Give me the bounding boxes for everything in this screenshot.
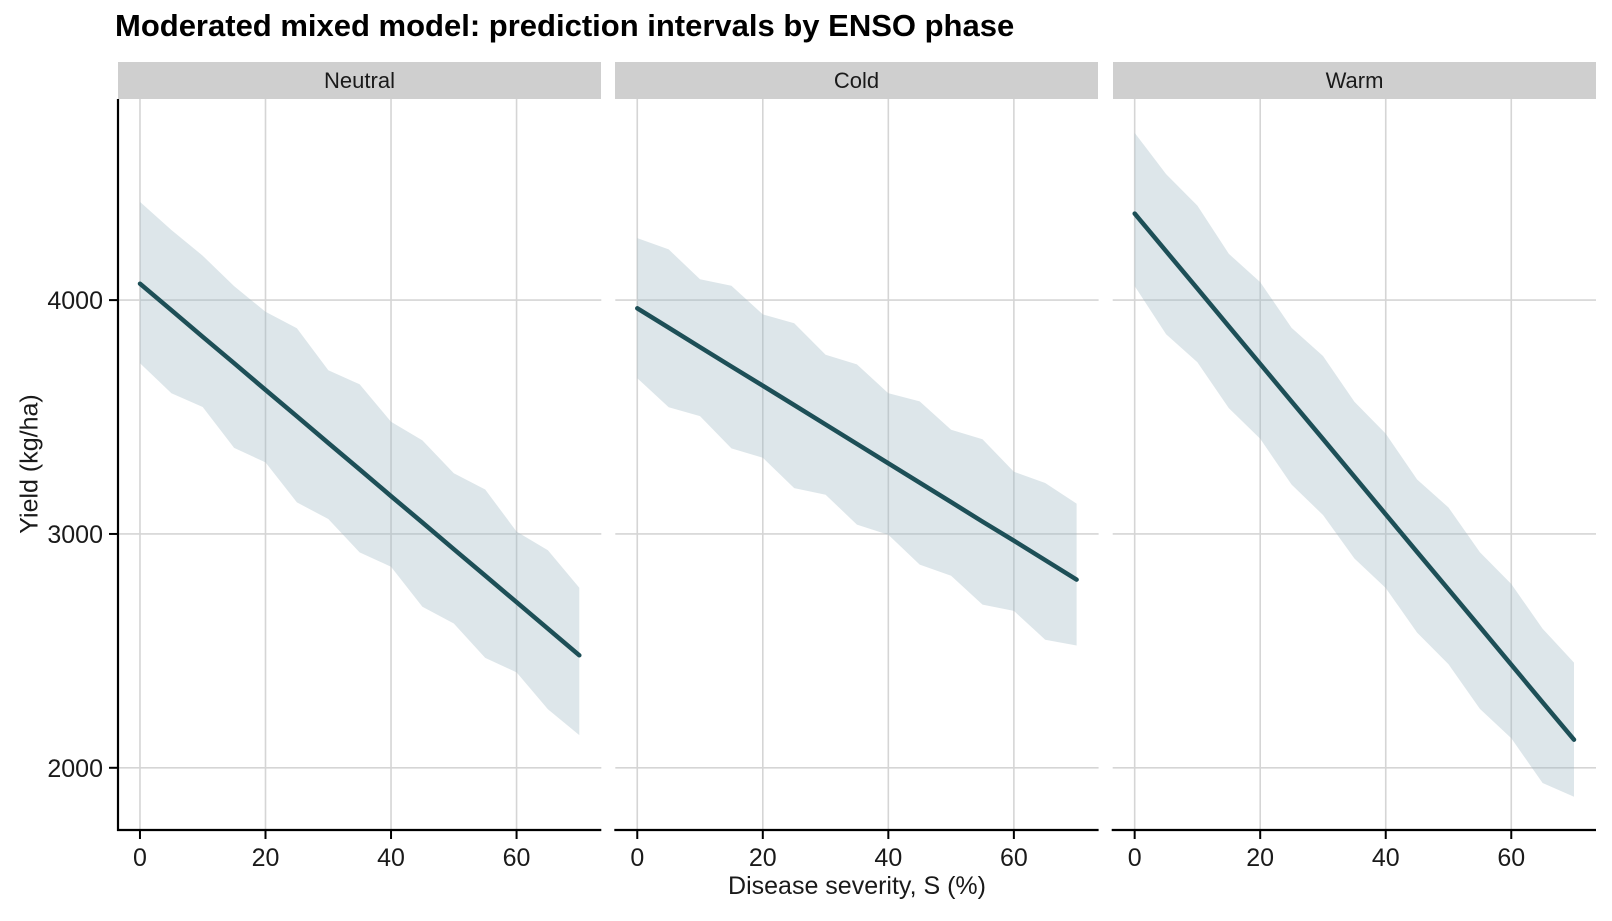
facet-strip-warm: Warm xyxy=(1113,62,1596,99)
facet-label-neutral: Neutral xyxy=(324,67,395,93)
x-tick-label: 0 xyxy=(133,844,147,872)
facet-strip-neutral: Neutral xyxy=(118,62,601,99)
fit-line xyxy=(635,306,1079,582)
y-tick-label: 4000 xyxy=(47,287,103,315)
x-tick-label: 40 xyxy=(1372,844,1400,872)
fit-line xyxy=(137,281,582,658)
x-tick-label: 0 xyxy=(630,844,644,872)
x-tick-label: 20 xyxy=(252,844,280,872)
x-tick-label: 20 xyxy=(749,844,777,872)
chart-title: Moderated mixed model: prediction interv… xyxy=(115,8,1015,43)
fit-line xyxy=(1132,211,1577,742)
x-tick-label: 60 xyxy=(1000,844,1028,872)
y-tick-label: 2000 xyxy=(47,755,103,783)
facet-strip-cold: Cold xyxy=(615,62,1098,99)
x-axis-title: Disease severity, S (%) xyxy=(728,872,986,900)
prediction-ribbon xyxy=(1134,132,1574,797)
y-axis-title: Yield (kg/ha) xyxy=(15,394,44,534)
facet-label-warm: Warm xyxy=(1325,67,1384,93)
y-tick-label: 3000 xyxy=(47,521,103,549)
x-tick-label: 60 xyxy=(1497,844,1525,872)
x-tick-label: 20 xyxy=(1246,844,1274,872)
facet-label-cold: Cold xyxy=(833,67,880,93)
x-tick-label: 40 xyxy=(377,844,405,872)
x-tick-label: 0 xyxy=(1128,844,1142,872)
x-tick-label: 40 xyxy=(874,844,902,872)
x-tick-label: 60 xyxy=(503,844,531,872)
